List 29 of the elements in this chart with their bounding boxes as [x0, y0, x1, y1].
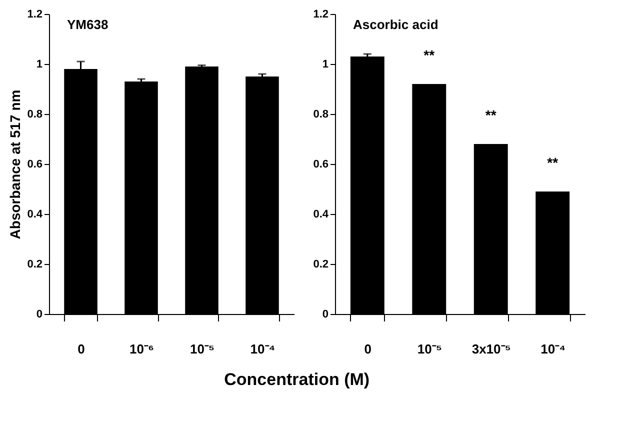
y-tick-label: 0.4 [27, 208, 44, 220]
y-tick-label: 0.8 [27, 108, 42, 120]
y-tick-label: 1.2 [27, 8, 42, 20]
y-tick-label: 1 [36, 58, 42, 70]
x-tick-label: 3x10⁻⁵ [472, 342, 511, 356]
y-tick-label: 0.2 [313, 258, 328, 270]
x-tick-label: 0 [78, 342, 85, 356]
y-axis-title: Absorbance at 517 nm [7, 90, 24, 240]
annotation: ** [547, 154, 559, 170]
y-tick-label: 0 [322, 308, 328, 320]
x-tick-label: 10⁻⁴ [540, 342, 566, 356]
x-tick-label: 10⁻⁴ [250, 342, 276, 356]
x-tick-label: 10⁻⁵ [190, 342, 215, 356]
y-tick-label: 0.2 [27, 258, 42, 270]
x-tick-label: 10⁻⁵ [417, 342, 442, 356]
y-tick-label: 0 [36, 308, 42, 320]
y-tick-label: 0.6 [313, 158, 328, 170]
x-axis-title: Concentration (M) [224, 370, 370, 389]
annotation: ** [424, 47, 436, 63]
y-tick-label: 0.8 [313, 108, 328, 120]
x-tick-label: 0 [364, 342, 372, 356]
chart-title: Ascorbic acid [353, 17, 438, 32]
x-tick-label: 10⁻⁶ [130, 342, 154, 356]
y-tick-label: 1.2 [313, 8, 328, 20]
chart-title: YM638 [67, 17, 108, 32]
y-tick-label: 0.4 [313, 208, 330, 220]
y-tick-label: 1 [322, 58, 328, 70]
y-tick-label: 0.6 [27, 158, 42, 170]
annotation: ** [485, 107, 497, 123]
